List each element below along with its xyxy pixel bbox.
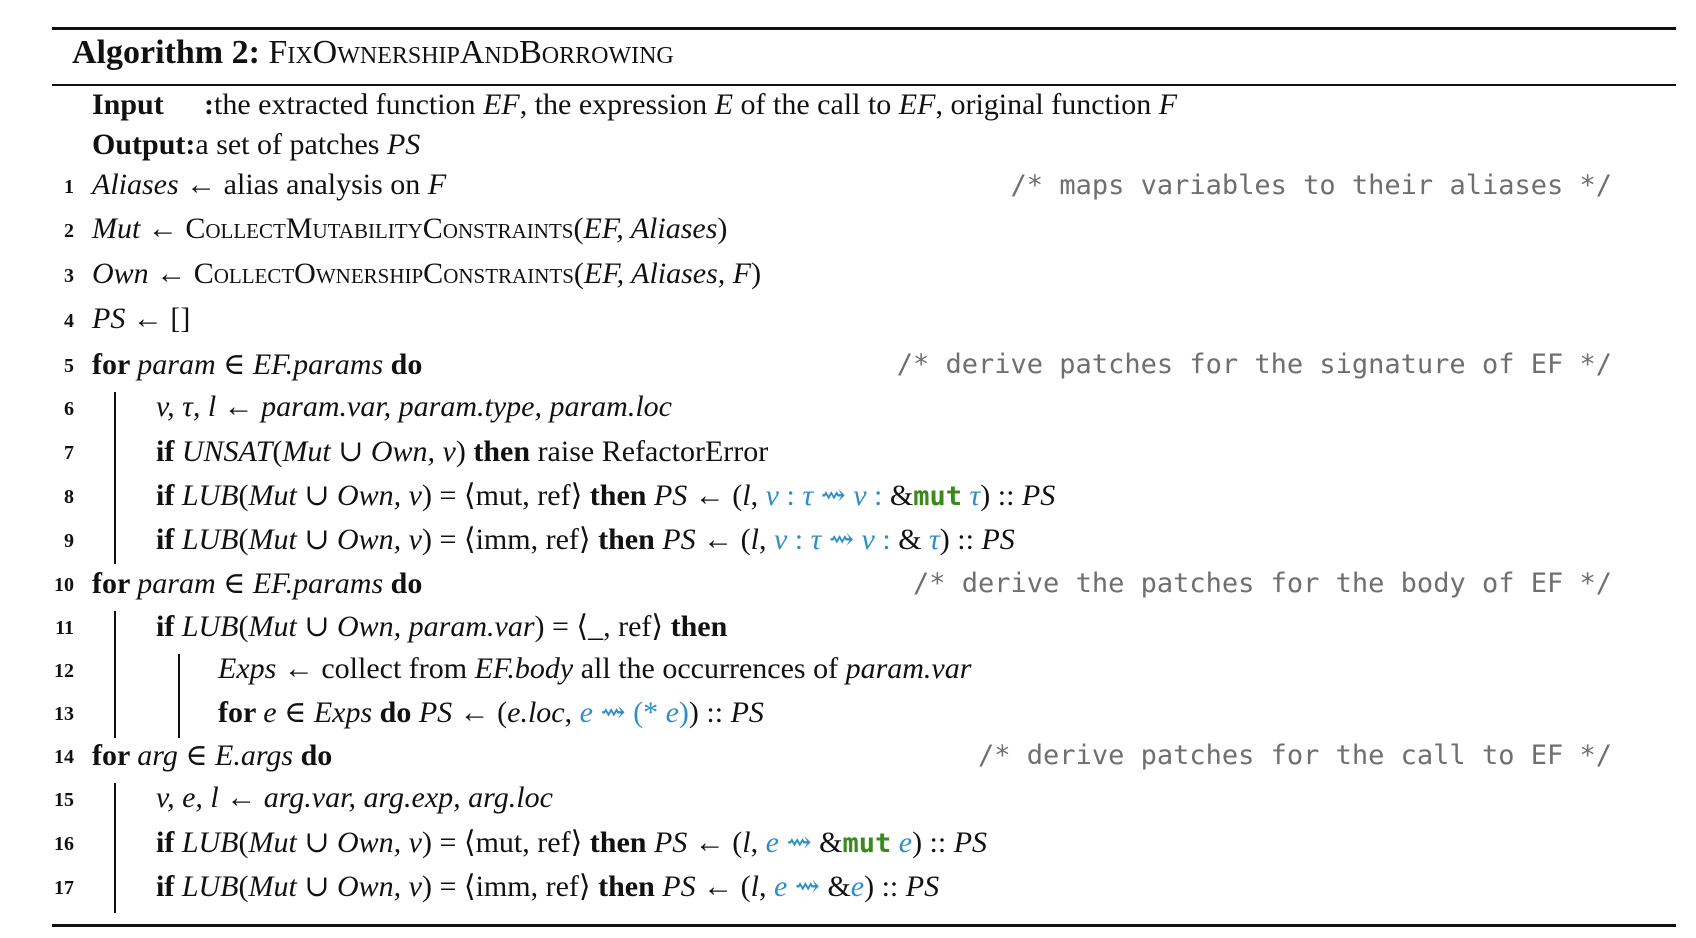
line-number: 15 (54, 789, 74, 811)
line-number: 16 (54, 833, 74, 855)
line-number: 3 (64, 265, 74, 287)
line-number: 2 (64, 220, 74, 242)
algorithm-line: 7 if UNSAT(Mut ∪ Own, v) then raise Refa… (0, 434, 1696, 478)
line-comment: /* maps variables to their aliases */ (1010, 170, 1612, 201)
line-code: if LUB(Mut ∪ Own, v) = ⟨imm, ref⟩ then P… (156, 523, 1015, 556)
bottom-rule (52, 924, 1676, 927)
algorithm-line: 4 PS ← [] (0, 302, 1696, 346)
line-code: PS ← [] (92, 302, 191, 335)
algorithm-line: 11 if LUB(Mut ∪ Own, param.var) = ⟨_, re… (0, 609, 1696, 653)
line-code: for param ∈ EF.params do (92, 348, 423, 381)
block-bar-for-params-signature (114, 392, 116, 564)
input-line: Input:the extracted function EF, the exp… (92, 88, 1178, 121)
line-code: Mut ← CollectMutabilityConstraints(EF, A… (92, 212, 728, 245)
line-comment: /* derive the patches for the body of EF… (913, 568, 1612, 599)
algorithm-line: 5 for param ∈ EF.params do /* derive pat… (0, 347, 1696, 391)
line-code: if LUB(Mut ∪ Own, v) = ⟨mut, ref⟩ then P… (156, 826, 988, 859)
algorithm-line: 12 Exps ← collect from EF.body all the o… (0, 652, 1696, 696)
top-rule (52, 27, 1676, 30)
line-code: for e ∈ Exps do PS ← (e.loc, e ⇝ (* e)) … (218, 696, 764, 729)
line-number: 1 (64, 176, 74, 198)
algorithm-line: 2 Mut ← CollectMutabilityConstraints(EF,… (0, 212, 1696, 256)
line-code: for arg ∈ E.args do (92, 739, 333, 772)
line-number: 14 (54, 746, 74, 768)
input-label: Input (92, 88, 164, 121)
line-comment: /* derive patches for the call to EF */ (978, 740, 1612, 771)
algorithm-line: 15 v, e, l ← arg.var, arg.exp, arg.loc (0, 781, 1696, 825)
output-label: Output (92, 128, 186, 161)
algorithm-line: 1 Aliases ← alias analysis on F /* maps … (0, 168, 1696, 212)
line-comment: /* derive patches for the signature of E… (896, 349, 1612, 380)
line-number: 6 (64, 398, 74, 420)
algorithm-name: FixOwnershipAndBorrowing (268, 34, 674, 71)
algorithm-line: 13 for e ∈ Exps do PS ← (e.loc, e ⇝ (* e… (0, 695, 1696, 739)
algorithm-line: 8 if LUB(Mut ∪ Own, v) = ⟨mut, ref⟩ then… (0, 478, 1696, 522)
line-code: if LUB(Mut ∪ Own, param.var) = ⟨_, ref⟩ … (156, 610, 728, 643)
line-code: v, e, l ← arg.var, arg.exp, arg.loc (156, 781, 553, 814)
line-number: 9 (64, 530, 74, 552)
line-number: 4 (64, 310, 74, 332)
line-code: for param ∈ EF.params do (92, 567, 423, 600)
algorithm-line: 16 if LUB(Mut ∪ Own, v) = ⟨mut, ref⟩ the… (0, 825, 1696, 869)
algorithm-line: 17 if LUB(Mut ∪ Own, v) = ⟨imm, ref⟩ the… (0, 869, 1696, 913)
line-code: Aliases ← alias analysis on F (92, 168, 447, 201)
block-bar-if-ref (178, 654, 180, 738)
line-code: v, τ, l ← param.var, param.type, param.l… (156, 390, 672, 423)
line-code: if LUB(Mut ∪ Own, v) = ⟨mut, ref⟩ then P… (156, 479, 1056, 512)
block-bar-for-params-body (114, 611, 116, 738)
line-number: 7 (64, 442, 74, 464)
line-number: 8 (64, 486, 74, 508)
algorithm-label: Algorithm 2: (72, 34, 260, 71)
line-number: 17 (54, 877, 74, 899)
line-code: Exps ← collect from EF.body all the occu… (218, 652, 972, 685)
algorithm-line: 3 Own ← CollectOwnershipConstraints(EF, … (0, 257, 1696, 301)
algorithm-title: Algorithm 2: FixOwnershipAndBorrowing (72, 34, 674, 72)
line-code: Own ← CollectOwnershipConstraints(EF, Al… (92, 257, 762, 290)
line-code: if UNSAT(Mut ∪ Own, v) then raise Refact… (156, 435, 769, 468)
algorithm-line: 14 for arg ∈ E.args do /* derive patches… (0, 738, 1696, 782)
line-number: 12 (54, 660, 74, 682)
line-number: 11 (55, 617, 74, 639)
algorithm-line: 6 v, τ, l ← param.var, param.type, param… (0, 390, 1696, 434)
line-number: 13 (54, 703, 74, 725)
header-rule (52, 84, 1676, 86)
algorithm-line: 9 if LUB(Mut ∪ Own, v) = ⟨imm, ref⟩ then… (0, 522, 1696, 566)
block-bar-for-args (114, 783, 116, 913)
line-code: if LUB(Mut ∪ Own, v) = ⟨imm, ref⟩ then P… (156, 870, 940, 903)
algorithm-line: 10 for param ∈ EF.params do /* derive th… (0, 566, 1696, 610)
line-number: 5 (64, 355, 74, 377)
line-number: 10 (54, 574, 74, 596)
output-line: Output:a set of patches PS (92, 128, 421, 161)
